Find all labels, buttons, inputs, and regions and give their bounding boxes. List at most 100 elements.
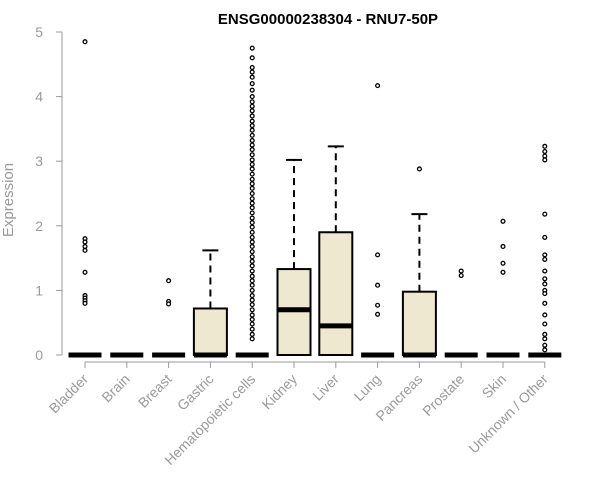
chart-title: ENSG00000238304 - RNU7-50P [218, 11, 438, 28]
outlier-point [500, 218, 506, 224]
outlier-point [542, 211, 548, 217]
outlier-point [249, 185, 255, 191]
outlier-point [249, 282, 255, 288]
outlier-point [375, 83, 381, 89]
outlier-point [249, 87, 255, 93]
x-tick-label: Brain [98, 371, 132, 405]
box-body [192, 307, 228, 357]
outlier-point [249, 137, 255, 144]
outlier-point [249, 273, 255, 279]
outlier-point [249, 224, 255, 230]
outlier-point [249, 69, 255, 75]
outlier-point [249, 161, 255, 167]
outlier-point [249, 331, 255, 337]
outlier-point [542, 321, 548, 327]
outlier-point [249, 243, 255, 250]
box-skin [486, 218, 520, 358]
y-axis: 0 1 2 3 4 5 [35, 24, 63, 363]
outlier-point [542, 143, 548, 149]
outlier-point [249, 263, 255, 269]
outlier-point [82, 247, 88, 253]
box-breast [152, 278, 186, 358]
outlier-point [500, 260, 506, 266]
outlier-point [249, 287, 255, 293]
outlier-point [249, 205, 255, 211]
box-liver [318, 145, 354, 356]
outlier-point [82, 269, 88, 275]
outlier-point [249, 321, 255, 327]
outlier-point [249, 215, 255, 221]
outlier-point [249, 147, 255, 153]
box-pancreas [401, 166, 437, 358]
outlier-point [249, 312, 255, 318]
y-tick-label: 5 [35, 24, 43, 40]
outlier-point [375, 311, 381, 317]
outlier-point [249, 74, 255, 80]
outlier-point [249, 108, 255, 114]
outlier-point [249, 326, 255, 332]
y-tick-label: 1 [35, 282, 43, 298]
outlier-point [249, 166, 255, 172]
x-tick-label: Skin [479, 371, 510, 402]
outlier-point [249, 103, 255, 109]
outlier-point [249, 254, 255, 260]
outlier-point [542, 157, 548, 163]
plot-area [68, 39, 562, 358]
outlier-point [249, 94, 255, 100]
outlier-point [542, 148, 548, 155]
outlier-point [542, 312, 548, 318]
box-body [318, 231, 354, 356]
y-tick-label: 2 [35, 218, 43, 234]
outlier-point [166, 278, 172, 284]
outlier-point [249, 64, 255, 71]
outlier-point [249, 316, 255, 323]
outlier-point [416, 166, 422, 172]
x-tick-label: Kidney [259, 371, 301, 413]
outlier-point [249, 118, 255, 124]
outlier-point [249, 152, 255, 158]
outlier-point [82, 300, 88, 306]
y-tick-label: 0 [35, 347, 43, 363]
outlier-point [249, 336, 255, 342]
outlier-point [375, 282, 381, 288]
y-axis-label: Expression [0, 163, 17, 237]
outlier-point [249, 190, 255, 197]
outlier-point [542, 276, 548, 282]
outlier-point [249, 234, 255, 240]
outlier-point [249, 249, 255, 255]
outlier-point [249, 258, 255, 264]
outlier-point [249, 176, 255, 182]
y-tick-label: 4 [35, 89, 43, 105]
outlier-point [249, 220, 255, 226]
outlier-point [249, 200, 255, 206]
outlier-point [249, 157, 255, 163]
outlier-point [542, 234, 548, 240]
outlier-point [249, 123, 255, 129]
box-lung [361, 83, 395, 358]
outlier-point [500, 269, 506, 275]
outlier-point [249, 113, 255, 119]
x-tick-label: Lung [350, 371, 383, 404]
outlier-point [249, 196, 255, 202]
x-tick-label: Unknown / Other [465, 371, 551, 457]
outlier-point [375, 252, 381, 258]
outlier-point [249, 99, 255, 105]
box-gastric [192, 249, 228, 358]
outlier-point [249, 142, 255, 148]
x-tick-label: Prostate [419, 371, 467, 419]
outlier-point [458, 272, 464, 279]
box-prostate [444, 268, 478, 358]
outlier-point [82, 39, 88, 45]
outlier-point [458, 268, 464, 274]
outlier-point [542, 300, 548, 306]
outlier-point [249, 181, 255, 187]
outlier-point [82, 239, 88, 245]
outlier-point [249, 45, 255, 51]
outlier-point [249, 278, 255, 284]
outlier-point [542, 342, 548, 348]
outlier-point [500, 243, 506, 250]
box-kidney [276, 158, 312, 356]
outlier-point [249, 210, 255, 216]
outlier-point [249, 55, 255, 61]
